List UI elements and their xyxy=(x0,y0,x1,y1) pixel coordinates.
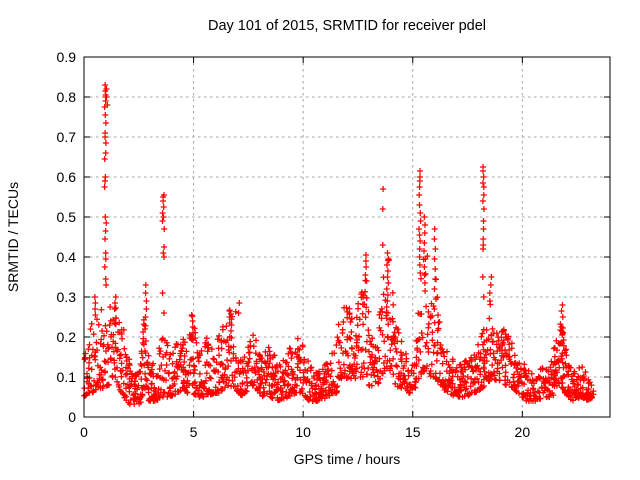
y-tick-label: 0.3 xyxy=(57,289,77,305)
y-tick-label: 0.7 xyxy=(57,129,77,145)
y-tick-label: 0.9 xyxy=(57,49,77,65)
plot-frame xyxy=(83,56,611,418)
y-axis-label: SRMTID / TECUs xyxy=(5,182,21,292)
chart-title: Day 101 of 2015, SRMTID for receiver pde… xyxy=(208,18,486,34)
y-tick-label: 0.5 xyxy=(57,209,77,225)
tick-labels: 0 5 10 15 20 0 0.1 0.2 0.3 0.4 0.5 0.6 0.7 0.8 0.9 xyxy=(57,49,531,440)
y-tick-label: 0.1 xyxy=(57,369,77,385)
x-tick-label: 15 xyxy=(405,424,421,440)
x-tick-label: 0 xyxy=(80,424,88,440)
y-tick-label: 0.6 xyxy=(57,169,77,185)
axis-ticks xyxy=(83,56,610,418)
y-tick-label: 0.8 xyxy=(57,89,77,105)
x-axis-label: GPS time / hours xyxy=(294,451,401,467)
y-tick-label: 0.2 xyxy=(57,329,77,345)
x-tick-label: 5 xyxy=(190,424,198,440)
x-tick-label: 10 xyxy=(295,424,311,440)
y-tick-label: 0.4 xyxy=(57,249,77,265)
y-tick-label: 0 xyxy=(68,409,76,425)
x-tick-label: 20 xyxy=(515,424,531,440)
